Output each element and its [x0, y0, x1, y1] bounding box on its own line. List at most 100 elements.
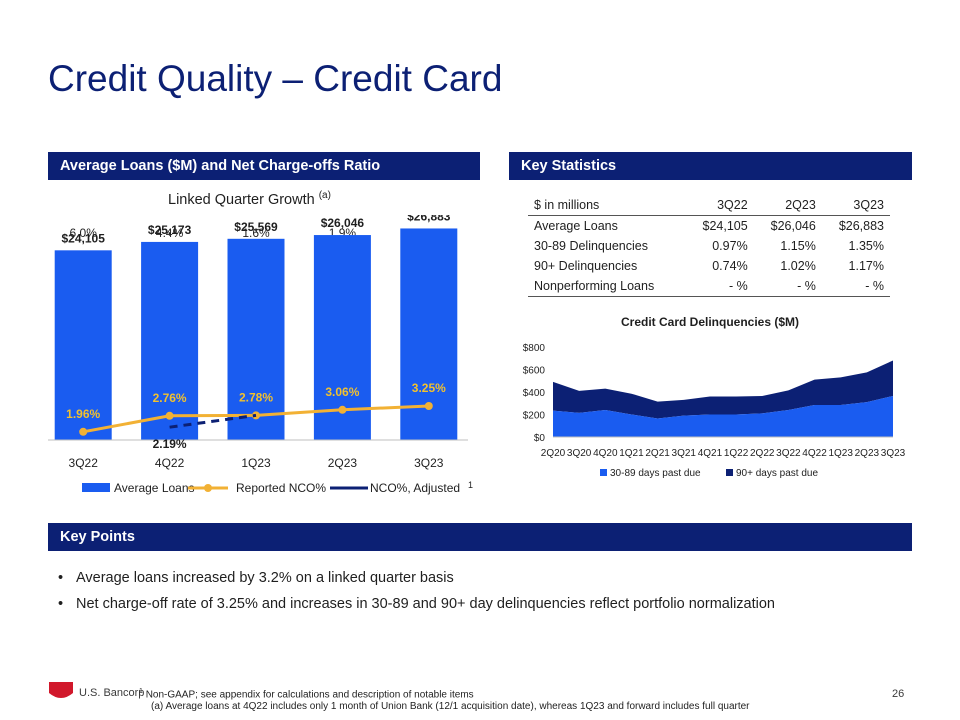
key-statistics-header: Key Statistics — [509, 152, 912, 180]
legend-marker-reported — [204, 484, 212, 492]
key-point-text: Net charge-off rate of 3.25% and increas… — [76, 596, 775, 612]
table-cell: $24,105 — [702, 219, 748, 233]
page-title: Credit Quality – Credit Card — [48, 58, 503, 99]
list-item: • Average loans increased by 3.2% on a li… — [58, 570, 775, 586]
bar-value-label: $26,883 — [407, 215, 451, 223]
legend-swatch-90plus — [726, 469, 733, 476]
footnote-1: 1 Non-GAAP; see appendix for calculation… — [139, 688, 474, 700]
table-row: 30-89 Delinquencies 0.97% 1.15% 1.35% — [528, 236, 890, 256]
y-tick-label: $800 — [523, 343, 546, 354]
reported-nco-point — [424, 402, 433, 410]
x-tick-label: 3Q23 — [414, 456, 444, 470]
growth-value: 4.4% — [156, 226, 184, 240]
footnote-1-text: Non-GAAP; see appendix for calculations … — [145, 689, 474, 701]
area-30-89 — [553, 395, 893, 437]
table-cell: 30-89 Delinquencies — [534, 239, 648, 253]
legend-label: Average Loans — [114, 481, 195, 495]
key-statistics-table: $ in millions 3Q22 2Q23 3Q23 Average Loa… — [528, 195, 890, 297]
legend-swatch-30-89 — [600, 469, 607, 476]
logo-shield-icon-graphic — [49, 682, 73, 698]
legend-label: Reported NCO% — [236, 481, 326, 495]
table-cell: 90+ Delinquencies — [534, 259, 638, 273]
x-tick-label: 2Q22 — [750, 448, 775, 459]
table-cell: 0.74% — [712, 259, 748, 273]
table-row: Average Loans $24,105 $26,046 $26,883 — [528, 216, 890, 237]
table-cell: - % — [685, 276, 754, 297]
x-tick-label: 4Q20 — [593, 448, 618, 459]
y-tick-label: $600 — [523, 366, 546, 377]
x-tick-label: 3Q20 — [567, 448, 592, 459]
table-cell: 0.97% — [712, 239, 748, 253]
table-cell: - % — [821, 276, 890, 297]
x-tick-label: 3Q23 — [881, 448, 906, 459]
x-tick-label: 3Q21 — [672, 448, 697, 459]
x-tick-label: 3Q22 — [69, 456, 99, 470]
table-row: Nonperforming Loans - % - % - % — [528, 276, 890, 297]
bullet-symbol: • — [58, 570, 64, 586]
column-header: 2Q23 — [753, 195, 822, 216]
loan-bar — [141, 241, 199, 440]
x-tick-label: 4Q21 — [698, 448, 723, 459]
footnote-marker: 1 — [468, 480, 473, 490]
adjusted-nco-label: 2.19% — [153, 437, 187, 451]
x-tick-label: 4Q22 — [802, 448, 827, 459]
delinquencies-chart: Credit Card Delinquencies ($M) $0 $200 $400… — [523, 315, 906, 479]
adjusted-nco-line — [169, 413, 257, 429]
page-number: 26 — [892, 688, 905, 700]
logo-shield-icon — [48, 681, 74, 701]
bar-value-label: $25,569 — [234, 220, 278, 234]
table-cell: $26,883 — [838, 219, 884, 233]
table-cell: 1.17% — [848, 259, 884, 273]
footnote-a: (a) Average loans at 4Q22 includes only … — [151, 701, 750, 712]
y-tick-label: $400 — [523, 388, 546, 399]
column-header: 3Q22 — [685, 195, 754, 216]
bar-value-label: $24,105 — [62, 231, 106, 245]
table-cell: $26,046 — [770, 219, 816, 233]
reported-nco-label: 3.06% — [325, 385, 359, 399]
bar-value-label: $25,173 — [148, 223, 192, 237]
reported-nco-label: 1.96% — [66, 407, 100, 421]
loan-bar — [54, 250, 112, 440]
table-cell: Nonperforming Loans — [528, 276, 686, 297]
key-points-list: • Average loans increased by 3.2% on a li… — [58, 570, 775, 622]
y-tick-label: $0 — [534, 433, 546, 444]
growth-title-text: Linked Quarter Growth — [168, 191, 315, 208]
list-item: • Net charge-off rate of 3.25% and increa… — [58, 596, 775, 612]
table-row: 90+ Delinquencies 0.74% 1.02% 1.17% — [528, 256, 890, 276]
bar-value-label: $26,046 — [321, 216, 365, 230]
table-header-row: $ in millions 3Q22 2Q23 3Q23 — [528, 195, 890, 216]
x-tick-label: 1Q22 — [724, 448, 749, 459]
reported-nco-label: 2.76% — [153, 391, 187, 405]
key-points-header: Key Points — [48, 523, 912, 551]
loans-chart-header: Average Loans ($M) and Net Charge-offs R… — [48, 152, 480, 180]
key-statistics-table-wrap: $ in millions 3Q22 2Q23 3Q23 Average Loa… — [528, 195, 890, 297]
area-90plus — [553, 360, 893, 419]
growth-value: 1.6% — [242, 226, 270, 240]
x-tick-label: 2Q21 — [645, 448, 670, 459]
reported-nco-point — [338, 405, 347, 414]
x-tick-label: 1Q23 — [828, 448, 853, 459]
legend-swatch-loans — [82, 483, 110, 492]
y-tick-label: $200 — [523, 411, 546, 422]
footnote-marker: 1 — [139, 688, 143, 695]
loan-bar — [227, 238, 285, 440]
reported-nco-point — [79, 427, 88, 436]
reported-nco-label: 3.25% — [412, 381, 446, 395]
x-tick-label: 2Q23 — [855, 448, 880, 459]
bullet-symbol: • — [58, 596, 64, 612]
x-tick-label: 3Q22 — [776, 448, 801, 459]
delinquency-chart-title: Credit Card Delinquencies ($M) — [621, 315, 799, 329]
table-cell: Average Loans — [534, 219, 618, 233]
table-cell: 1.15% — [780, 239, 816, 253]
growth-title: Linked Quarter Growth (a) — [168, 190, 331, 208]
table-cell: - % — [753, 276, 822, 297]
legend-label: 30-89 days past due — [610, 468, 701, 479]
reported-nco-point — [165, 411, 174, 420]
x-tick-label: 2Q23 — [328, 456, 358, 470]
logo-text: U.S. Bancorp — [79, 687, 145, 699]
loans-nco-chart: 6.0%$24,105 3Q22 4.4%$25,173 4Q22 1.6%$25,56… — [48, 215, 473, 495]
table-cell: 1.35% — [848, 239, 884, 253]
column-header: 3Q23 — [821, 195, 890, 216]
key-point-text: Average loans increased by 3.2% on a lin… — [76, 570, 454, 586]
reported-nco-label: 2.78% — [239, 390, 273, 404]
